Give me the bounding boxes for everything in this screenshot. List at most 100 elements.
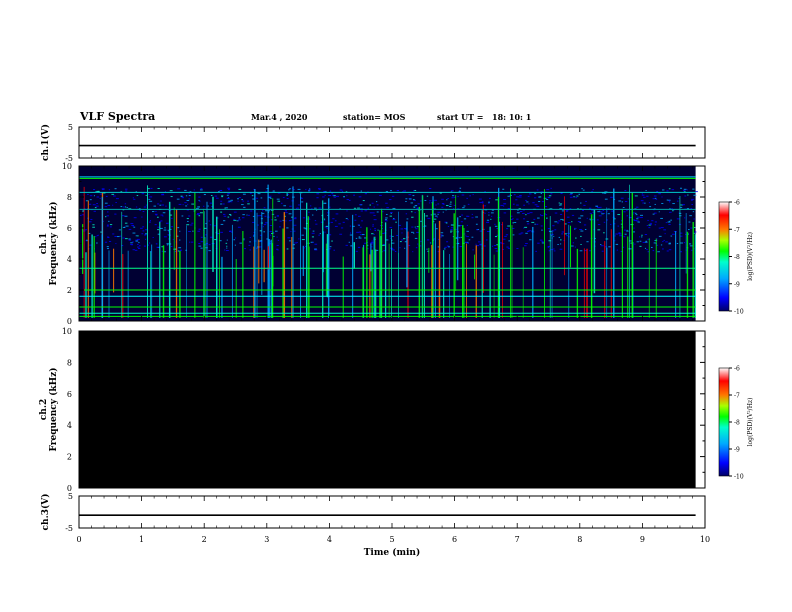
noise-speck <box>243 239 245 241</box>
noise-speck <box>373 206 375 208</box>
noise-speck <box>137 238 140 240</box>
noise-speck <box>293 224 297 226</box>
noise-speck <box>505 234 509 236</box>
noise-speck <box>642 241 646 243</box>
noise-speck <box>567 222 571 224</box>
noise-speck <box>417 243 419 245</box>
noise-speck <box>668 249 672 251</box>
y-tick-label: 10 <box>62 162 72 171</box>
noise-speck <box>230 215 232 217</box>
noise-speck <box>205 223 207 225</box>
noise-speck <box>665 222 667 224</box>
noise-speck <box>668 220 671 222</box>
noise-speck <box>576 195 579 197</box>
noise-speck <box>130 242 133 244</box>
noise-speck <box>276 236 278 238</box>
noise-speck <box>370 243 374 245</box>
noise-speck <box>398 224 402 226</box>
noise-speck <box>191 241 194 243</box>
noise-speck <box>534 223 536 225</box>
noise-speck <box>503 212 507 214</box>
noise-speck <box>160 214 164 216</box>
noise-speck <box>584 250 587 252</box>
noise-speck <box>635 206 639 208</box>
noise-speck <box>241 204 244 206</box>
noise-speck <box>671 233 675 235</box>
noise-speck <box>453 204 456 206</box>
noise-speck <box>88 232 91 234</box>
noise-speck <box>450 231 452 233</box>
noise-speck <box>293 218 297 220</box>
noise-speck <box>226 245 228 247</box>
noise-speck <box>512 218 514 220</box>
noise-speck <box>97 234 99 236</box>
noise-speck <box>358 196 362 198</box>
noise-speck <box>282 197 285 199</box>
noise-speck <box>413 206 416 208</box>
noise-speck <box>601 213 604 215</box>
noise-speck <box>475 216 479 218</box>
noise-speck <box>504 235 507 237</box>
noise-speck <box>134 249 138 251</box>
noise-speck <box>606 219 608 221</box>
noise-speck <box>550 193 553 195</box>
noise-speck <box>666 190 669 192</box>
noise-speck <box>440 236 442 238</box>
noise-speck <box>552 225 555 227</box>
noise-speck <box>237 200 239 202</box>
noise-speck <box>496 234 499 236</box>
noise-speck <box>257 215 260 217</box>
noise-speck <box>133 226 136 228</box>
noise-speck <box>224 207 226 209</box>
noise-speck <box>647 219 649 221</box>
noise-speck <box>154 224 157 226</box>
noise-speck <box>93 236 97 238</box>
noise-speck <box>551 233 554 235</box>
noise-speck <box>486 231 490 233</box>
noise-speck <box>413 199 416 201</box>
noise-speck <box>192 230 194 232</box>
noise-speck <box>592 189 595 191</box>
noise-speck <box>249 249 251 251</box>
noise-speck <box>694 231 697 233</box>
noise-speck <box>238 219 241 221</box>
noise-speck <box>200 236 203 238</box>
noise-speck <box>444 246 447 248</box>
noise-speck <box>274 219 277 221</box>
noise-speck <box>510 218 513 220</box>
noise-speck <box>339 189 343 191</box>
noise-speck <box>564 223 567 225</box>
noise-speck <box>338 223 341 225</box>
x-tick-label: 7 <box>515 535 520 544</box>
noise-speck <box>634 195 638 197</box>
noise-speck <box>556 222 560 224</box>
noise-speck <box>553 250 556 252</box>
noise-speck <box>89 195 93 197</box>
noise-speck <box>663 229 667 231</box>
noise-speck <box>632 213 634 215</box>
noise-speck <box>309 188 311 190</box>
noise-speck <box>626 229 628 231</box>
noise-speck <box>429 242 432 244</box>
noise-speck <box>413 232 415 234</box>
noise-speck <box>268 210 270 212</box>
spectrogram-layer <box>79 166 698 488</box>
noise-speck <box>383 250 387 252</box>
noise-speck <box>683 191 686 193</box>
noise-speck <box>209 236 213 238</box>
noise-speck <box>369 204 371 206</box>
noise-speck <box>86 239 88 241</box>
noise-speck <box>566 216 570 218</box>
noise-speck <box>446 245 449 247</box>
station-label: station= MOS <box>343 112 406 122</box>
colorbar-tick-label: -10 <box>734 474 744 481</box>
noise-speck <box>188 215 191 217</box>
noise-speck <box>390 190 392 192</box>
noise-speck <box>268 197 271 199</box>
noise-speck <box>573 196 576 198</box>
noise-speck <box>145 233 147 235</box>
noise-speck <box>197 230 200 232</box>
noise-speck <box>288 213 292 215</box>
noise-speck <box>374 229 376 231</box>
noise-speck <box>332 195 336 197</box>
